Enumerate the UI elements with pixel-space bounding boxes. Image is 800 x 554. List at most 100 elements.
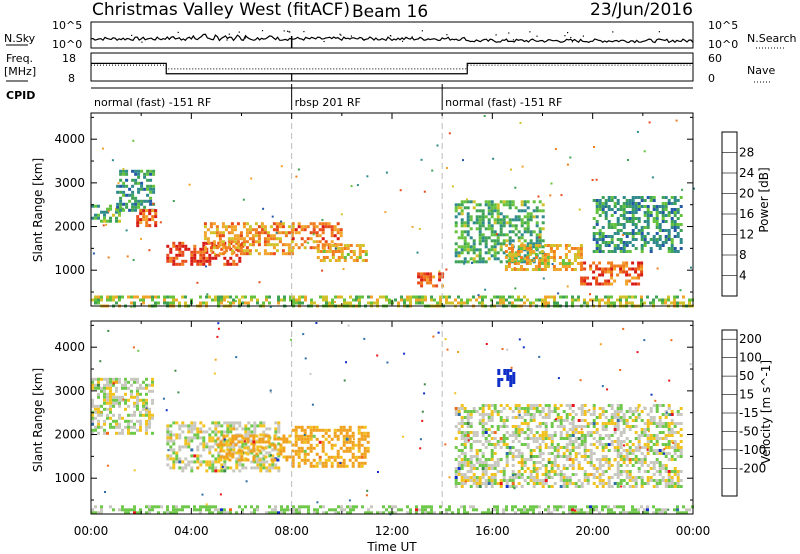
echo-cell [463, 230, 467, 234]
echo-cell [643, 482, 647, 485]
echo-cell [517, 473, 521, 476]
echo-cell [472, 410, 476, 413]
echo-cell [257, 243, 261, 247]
echo-cell [343, 244, 347, 247]
echo-cell [148, 422, 151, 426]
echo-cell [607, 511, 610, 515]
echo-cell [309, 443, 313, 447]
echo-cell [568, 440, 572, 443]
echo-cell [342, 425, 346, 429]
echo-cell [481, 431, 485, 434]
echo-cell [646, 208, 650, 211]
echo-cell [319, 259, 323, 262]
echo-cell [679, 434, 683, 437]
echo-cell [196, 454, 200, 458]
echo-cell [670, 458, 674, 461]
echo-cell [151, 295, 154, 299]
echo-cell [529, 437, 533, 440]
echo-cell [658, 422, 662, 425]
echo-cell [136, 386, 139, 390]
echo-cell [654, 399, 657, 402]
echo-cell [454, 251, 458, 255]
echo-cell [481, 473, 485, 476]
echo-cell [532, 482, 536, 485]
echo-cell [321, 222, 325, 226]
echo-cell [598, 416, 602, 419]
echo-cell [508, 476, 512, 479]
echo-cell [583, 443, 587, 446]
echo-cell [655, 449, 659, 452]
echo-cell [565, 446, 569, 449]
echo-cell [229, 430, 233, 434]
echo-cell [219, 449, 223, 453]
echo-cell [324, 458, 328, 462]
echo-cell [558, 256, 562, 259]
echo-cell [595, 208, 599, 211]
echo-cell [497, 372, 501, 375]
echo-cell [345, 449, 349, 453]
echo-cell [303, 455, 307, 459]
echo-cell [538, 511, 541, 515]
echo-cell [230, 252, 234, 256]
echo-cell [580, 407, 584, 410]
echo-cell [448, 476, 451, 479]
echo-cell [559, 455, 563, 458]
echo-cell [140, 202, 144, 206]
echo-cell [511, 485, 515, 488]
echo-cell [187, 430, 191, 434]
echo-cell [667, 440, 671, 443]
echo-cell [631, 479, 635, 482]
echo-cell [199, 253, 203, 257]
echo-cell [475, 254, 479, 258]
echo-cell [574, 413, 578, 416]
echo-cell [571, 440, 575, 443]
echo-cell [124, 511, 127, 515]
echo-cell [559, 422, 563, 425]
echo-cell [631, 425, 635, 428]
echo-cell [217, 469, 221, 473]
echo-cell [475, 485, 479, 488]
echo-cell [327, 225, 331, 229]
echo-cell [208, 253, 212, 257]
echo-cell [496, 215, 500, 219]
echo-cell [146, 178, 150, 182]
echo-cell [472, 248, 476, 252]
echo-cell [511, 464, 515, 467]
echo-cell [658, 470, 662, 473]
echo-cell [140, 199, 144, 203]
echo-cell [233, 234, 237, 238]
echo-cell [681, 188, 684, 191]
echo-cell [226, 424, 230, 428]
echo-cell [119, 190, 123, 194]
echo-cell [622, 419, 626, 422]
echo-cell [258, 449, 262, 453]
echo-cell [223, 469, 227, 473]
echo-cell [616, 416, 620, 419]
echo-cell [260, 231, 264, 235]
echo-cell [245, 234, 249, 238]
echo-cell [646, 217, 650, 220]
echo-cell [550, 295, 553, 299]
echo-cell [664, 485, 668, 488]
echo-cell [517, 449, 521, 452]
echo-cell [547, 508, 550, 512]
echo-cell [322, 244, 326, 247]
echo-cell [499, 227, 503, 231]
echo-cell [300, 228, 304, 232]
echo-cell [514, 218, 518, 222]
echo-cell [566, 285, 569, 288]
echo-cell [230, 240, 234, 244]
echo-cell [637, 406, 640, 409]
echo-cell [94, 404, 97, 408]
echo-cell [646, 226, 650, 229]
echo-cell [634, 485, 638, 488]
echo-cell [601, 455, 605, 458]
echo-cell [571, 464, 575, 467]
nsearch-point [323, 40, 325, 43]
echo-cell [655, 511, 658, 515]
echo-cell [145, 401, 148, 405]
echo-cell [421, 298, 424, 302]
echo-cell [366, 489, 369, 492]
echo-cell [181, 445, 185, 449]
echo-cell [143, 175, 147, 179]
